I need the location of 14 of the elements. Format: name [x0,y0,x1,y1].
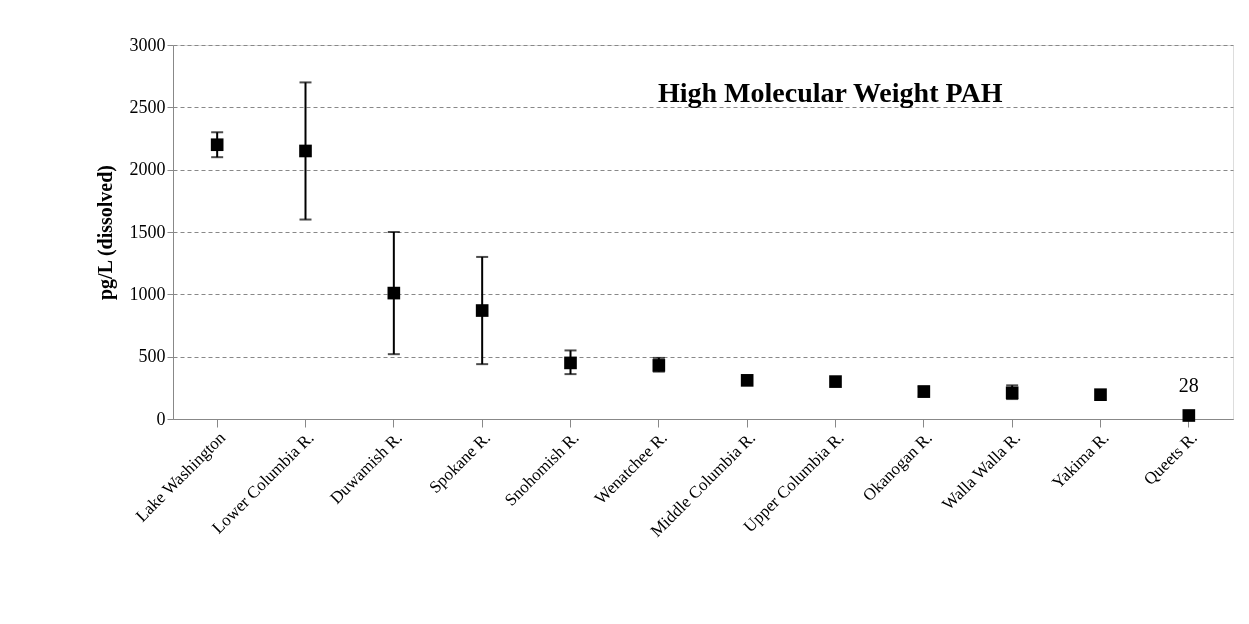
y-tick-label: 1500 [129,221,166,242]
y-tick-label: 3000 [129,34,166,55]
data-label: 28 [1178,373,1199,396]
text: High Molecular Weight PAH [657,76,1003,108]
y-tick-label: 2500 [129,96,166,117]
point [1182,409,1196,422]
y-tick-label: 2000 [129,159,166,180]
point [740,374,754,387]
y-tick-label: 0 [156,408,166,429]
y-axis-title: pg/L (dissolved) [93,164,117,301]
y-tick-label: 500 [138,346,166,367]
point [1094,388,1107,402]
point [829,375,842,388]
y-tick-label: 1000 [129,283,166,304]
